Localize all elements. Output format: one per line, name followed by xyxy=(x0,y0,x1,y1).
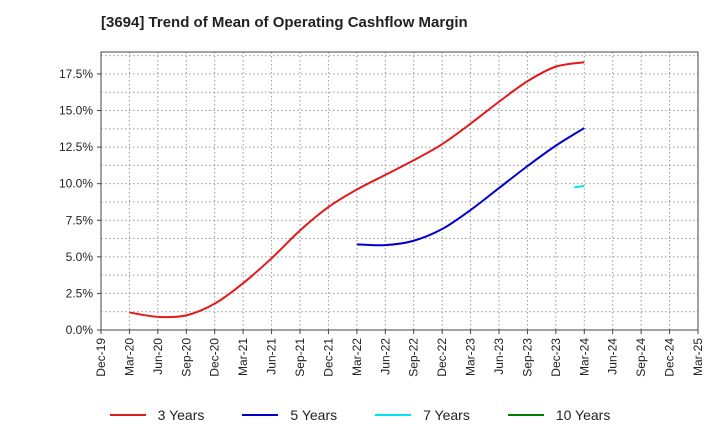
legend-swatch-7-years xyxy=(375,414,412,416)
y-tick-label: 15.0% xyxy=(59,104,93,118)
legend: 3 Years 5 Years 7 Years 10 Years xyxy=(0,403,720,427)
series-line-5-years xyxy=(356,127,585,247)
y-tick-label: 12.5% xyxy=(59,140,93,154)
legend-label-7-years: 7 Years xyxy=(423,407,470,423)
x-tick-label: Sep-21 xyxy=(293,338,307,377)
series-line-3-years xyxy=(129,61,585,319)
series-line-7-years xyxy=(574,184,585,189)
x-tick-label: Mar-25 xyxy=(691,338,705,376)
x-tick-label: Sep-22 xyxy=(407,338,421,377)
axes xyxy=(97,51,699,334)
y-tick-label: 17.5% xyxy=(59,67,93,81)
y-tick-label: 7.5% xyxy=(66,213,94,227)
x-tick-label: Dec-19 xyxy=(94,338,108,377)
legend-label-10-years: 10 Years xyxy=(555,407,611,423)
x-tick-label: Jun-23 xyxy=(492,338,506,375)
x-tick-label: Mar-20 xyxy=(122,338,136,376)
x-tick-label: Mar-23 xyxy=(464,338,478,376)
x-tick-label: Mar-24 xyxy=(577,338,591,376)
x-tick-label: Dec-21 xyxy=(321,338,335,377)
y-tick-label: 2.5% xyxy=(66,286,94,300)
legend-swatch-10-years xyxy=(507,414,544,416)
tick-labels: 0.0% 2.5% 5.0% 7.5% 10.0% 12.5% 15.0% 17.5% Dec-… xyxy=(59,67,705,377)
legend-swatch-3-years xyxy=(109,414,146,416)
x-tick-label: Mar-21 xyxy=(236,338,250,376)
legend-swatch-5-years xyxy=(242,414,279,416)
legend-item-3-years: 3 Years xyxy=(109,403,205,427)
y-tick-label: 0.0% xyxy=(66,323,94,337)
x-tick-label: Jun-20 xyxy=(151,338,165,375)
legend-label-5-years: 5 Years xyxy=(290,407,338,423)
legend-label-3-years: 3 Years xyxy=(157,407,205,423)
x-tick-label: Jun-24 xyxy=(606,338,620,375)
x-tick-label: Sep-24 xyxy=(634,338,648,377)
x-tick-label: Sep-23 xyxy=(520,338,534,377)
series-lines xyxy=(129,61,585,319)
x-tick-label: Sep-20 xyxy=(179,338,193,377)
y-tick-label: 5.0% xyxy=(66,250,94,264)
chart-title: [3694] Trend of Mean of Operating Cashfl… xyxy=(101,14,468,31)
legend-item-10-years: 10 Years xyxy=(507,403,611,427)
plot-frame xyxy=(100,51,699,331)
x-tick-label: Mar-22 xyxy=(350,338,364,376)
x-tick-label: Dec-20 xyxy=(208,338,222,377)
x-tick-label: Dec-24 xyxy=(663,338,677,377)
legend-item-7-years: 7 Years xyxy=(375,403,470,427)
x-tick-label: Dec-22 xyxy=(435,338,449,377)
grid xyxy=(101,52,698,330)
x-tick-label: Jun-21 xyxy=(265,338,279,375)
y-tick-label: 10.0% xyxy=(59,177,93,191)
legend-item-5-years: 5 Years xyxy=(242,403,337,427)
x-tick-label: Dec-23 xyxy=(549,338,563,377)
x-tick-label: Jun-22 xyxy=(378,338,392,375)
